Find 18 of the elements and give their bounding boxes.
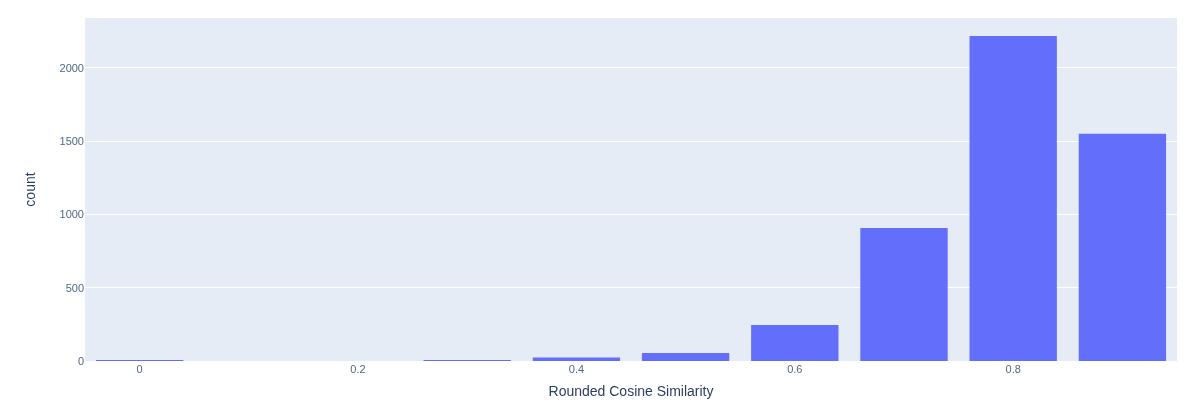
y-tick-label: 2000 [59,61,84,74]
x-tick-label: 0.2 [350,363,366,375]
x-tick-label: 0.4 [568,363,585,375]
bar [1078,133,1167,361]
x-tick-label: 0.8 [1005,363,1021,375]
x-axis-title: Rounded Cosine Similarity [548,383,714,400]
x-tick-label: 0.6 [787,363,803,375]
x-tick-label: 0 [136,363,143,375]
bar [860,227,948,361]
bar [969,35,1057,361]
y-tick-label: 1500 [59,134,84,147]
bar [641,352,730,361]
y-tick-label: 0 [77,354,84,367]
bar [751,324,839,361]
y-tick-label: 1000 [59,208,84,221]
y-axis-title: count [22,172,39,207]
bar [532,357,621,361]
y-tick-label: 500 [65,281,84,294]
